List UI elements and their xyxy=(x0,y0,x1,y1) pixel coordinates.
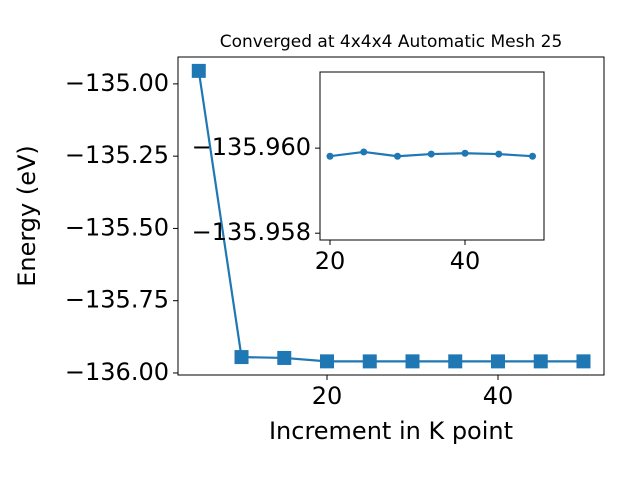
marker xyxy=(362,354,377,369)
marker xyxy=(405,354,420,369)
marker xyxy=(461,149,469,157)
marker xyxy=(495,150,503,158)
x-axis-label: Increment in K point xyxy=(269,417,513,445)
x-tick-label: 20 xyxy=(312,382,343,410)
x-tick-label: 40 xyxy=(483,382,514,410)
y-tick-label: −135.75 xyxy=(65,286,169,314)
y-tick-label: −135.960 xyxy=(192,133,311,161)
x-tick-label: 40 xyxy=(450,247,481,275)
y-tick-label: −135.50 xyxy=(65,213,169,241)
marker xyxy=(320,354,335,369)
x-tick-label: 20 xyxy=(315,247,346,275)
marker xyxy=(529,152,537,160)
marker xyxy=(427,150,435,158)
chart-title: Converged at 4x4x4 Automatic Mesh 25 xyxy=(220,32,563,52)
marker xyxy=(326,152,334,160)
line xyxy=(197,70,584,363)
marker xyxy=(277,350,292,365)
marker xyxy=(360,148,368,156)
y-tick-label: −135.00 xyxy=(65,69,169,97)
marker xyxy=(191,63,206,78)
marker xyxy=(576,354,591,369)
marker xyxy=(533,354,548,369)
y-axis-label: Energy (eV) xyxy=(13,145,41,287)
marker xyxy=(448,354,463,369)
marker xyxy=(394,152,402,160)
y-tick-label: −135.25 xyxy=(65,141,169,169)
marker xyxy=(490,354,505,369)
marker xyxy=(234,350,249,365)
y-tick-label: −136.00 xyxy=(65,358,169,386)
y-tick-label: −135.958 xyxy=(192,218,311,246)
